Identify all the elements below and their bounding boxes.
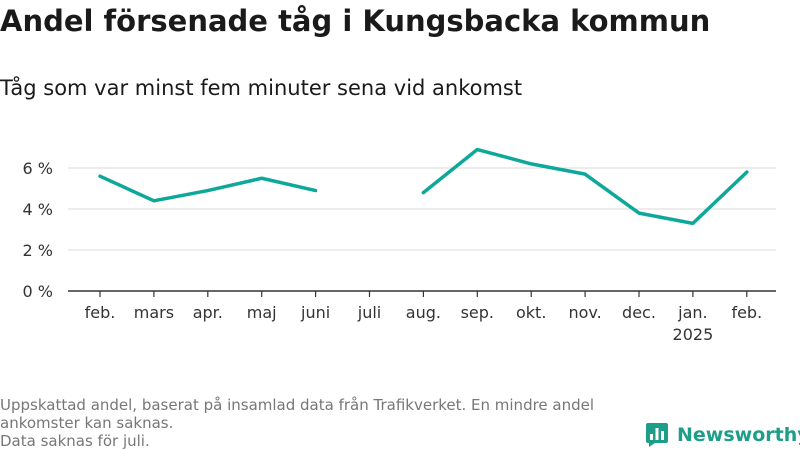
chart-notes: Uppskattad andel, baserat på insamlad da… bbox=[0, 396, 630, 450]
x-tick-label: jan. bbox=[677, 303, 707, 322]
x-tick-sublabel: 2025 bbox=[673, 325, 714, 344]
x-tick-label: feb. bbox=[85, 303, 116, 322]
series-lines bbox=[98, 147, 749, 226]
chart-title: Andel försenade tåg i Kungsbacka kommun bbox=[0, 4, 711, 38]
brand-name: Newsworthy bbox=[677, 424, 800, 446]
y-tick-label: 4 % bbox=[23, 200, 53, 219]
x-tick-label: maj bbox=[247, 303, 277, 322]
y-tick-label: 6 % bbox=[23, 159, 53, 178]
x-tick-label: nov. bbox=[568, 303, 601, 322]
x-tick-label: juni bbox=[300, 303, 330, 322]
newsworthy-logo[interactable]: Newsworthy bbox=[645, 421, 800, 449]
y-tick-label: 2 % bbox=[23, 241, 53, 260]
gridlines bbox=[68, 167, 776, 292]
x-tick-label: aug. bbox=[406, 303, 441, 322]
newsworthy-logo-icon bbox=[646, 423, 668, 447]
x-tick-label: juli bbox=[357, 303, 381, 322]
x-axis-ticks: feb. mars apr. maj juni juli aug. sep. okt. nov. d… bbox=[85, 291, 762, 344]
line-chart: 0 % 2 % 4 % 6 % feb. mars apr. maj juni juli aug.… bbox=[23, 147, 776, 344]
series-line-segment bbox=[421, 147, 749, 226]
y-tick-label: 0 % bbox=[23, 282, 53, 301]
note-source: Uppskattad andel, baserat på insamlad da… bbox=[0, 396, 595, 432]
x-tick-label: apr. bbox=[193, 303, 223, 322]
x-tick-label: mars bbox=[134, 303, 174, 322]
x-tick-label: dec. bbox=[622, 303, 656, 322]
note-missing-data: Data saknas för juli. bbox=[0, 432, 150, 450]
series-line-segment bbox=[98, 174, 318, 203]
chart-subtitle: Tåg som var minst fem minuter sena vid a… bbox=[0, 76, 523, 100]
x-tick-label: feb. bbox=[731, 303, 762, 322]
x-tick-label: sep. bbox=[461, 303, 494, 322]
x-tick-label: okt. bbox=[516, 303, 546, 322]
y-axis-ticks: 0 % 2 % 4 % 6 % bbox=[23, 159, 53, 301]
